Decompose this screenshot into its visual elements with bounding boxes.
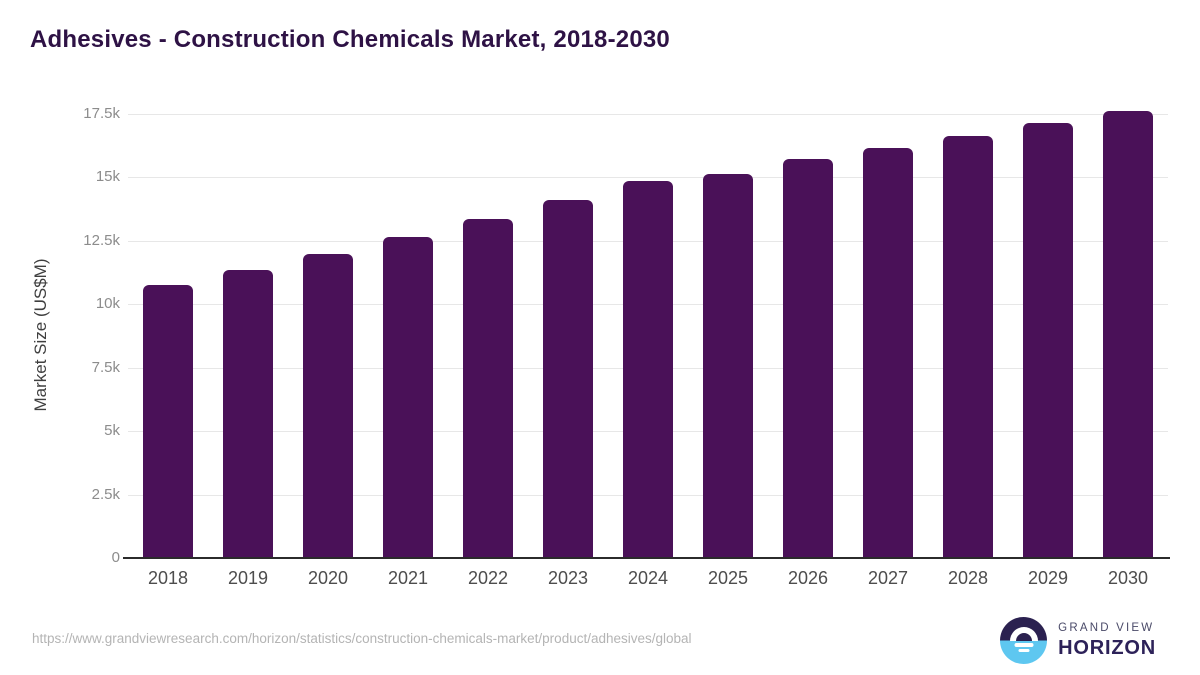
brand-name-horizon: HORIZON: [1058, 636, 1156, 659]
bar-2025[interactable]: [703, 174, 753, 558]
y-tick-label-17.5k: 17.5k: [83, 104, 120, 122]
x-tick-label-2019: 2019: [227, 568, 269, 588]
logo-water-stripe: [1018, 649, 1030, 652]
logo-water-stripe: [1014, 643, 1034, 647]
y-axis-tick-labels: 0 2.5k 5k 7.5k 10k 12.5k 15k 17.5k: [0, 0, 120, 675]
bar-slot-2029: [1008, 0, 1088, 558]
y-tick-label-12.5k: 12.5k: [83, 231, 120, 249]
y-tick-label-10k: 10k: [95, 295, 120, 312]
bar-slot-2019: [208, 0, 288, 558]
gridline-17.5k: [128, 113, 1168, 115]
bar-slot-2028: [928, 0, 1008, 558]
bar-slot-2024: [608, 0, 688, 558]
bar-slot-2027: [848, 0, 928, 558]
bar-slot-2020: [288, 0, 368, 558]
x-tick-label-2025: 2025: [707, 568, 749, 588]
bar-slot-2025: [688, 0, 768, 558]
chart-title: Adhesives - Construction Chemicals Marke…: [30, 26, 670, 53]
bar-slot-2021: [368, 0, 448, 558]
gridline-15k: [128, 177, 1168, 178]
bar-2027[interactable]: [863, 147, 913, 558]
bar-slot-2023: [528, 0, 608, 558]
x-tick-label-2020: 2020: [307, 568, 349, 588]
bar-2026[interactable]: [783, 159, 833, 558]
bar-2020[interactable]: [303, 253, 353, 558]
bar-2023[interactable]: [543, 200, 593, 558]
bar-2029[interactable]: [1023, 123, 1073, 558]
plot-bars: [128, 0, 1168, 558]
x-tick-label-2030: 2030: [1107, 568, 1149, 588]
bar-2021[interactable]: [383, 236, 433, 558]
x-tick-label-2018: 2018: [147, 568, 189, 588]
brand-name-grand-view: GRAND VIEW: [1058, 621, 1155, 634]
x-tick-label-2023: 2023: [547, 568, 589, 588]
x-tick-label-2022: 2022: [467, 568, 509, 588]
x-tick-label-2028: 2028: [947, 568, 989, 588]
x-tick-label-2027: 2027: [867, 568, 909, 588]
bar-slot-2022: [448, 0, 528, 558]
y-tick-label-2.5k: 2.5k: [91, 485, 120, 503]
bar-2018[interactable]: [143, 285, 193, 558]
bar-slot-2018: [128, 0, 208, 558]
x-tick-label-2029: 2029: [1027, 568, 1069, 588]
x-tick-label-2021: 2021: [387, 568, 429, 588]
x-tick-label-2024: 2024: [627, 568, 669, 588]
y-tick-label-7.5k: 7.5k: [91, 358, 120, 376]
x-axis-line: [123, 557, 1170, 559]
horizon-logo-icon: [1000, 617, 1048, 664]
bar-2030[interactable]: [1103, 110, 1153, 558]
source-url: https://www.grandviewresearch.com/horizo…: [32, 631, 692, 646]
bar-slot-2030: [1088, 0, 1168, 558]
bar-2028[interactable]: [943, 135, 993, 558]
brand-logo[interactable]: GRAND VIEW HORIZON: [1000, 617, 1156, 664]
x-tick-label-2026: 2026: [787, 568, 829, 588]
logo-sun-core: [1015, 632, 1032, 641]
bar-2019[interactable]: [223, 270, 273, 558]
y-tick-label-0: 0: [111, 549, 120, 566]
y-tick-label-5k: 5k: [104, 422, 120, 439]
bar-2022[interactable]: [463, 219, 513, 558]
bar-slot-2026: [768, 0, 848, 558]
brand-name: GRAND VIEW HORIZON: [1058, 622, 1156, 660]
y-tick-label-15k: 15k: [95, 168, 120, 185]
bar-2024[interactable]: [623, 181, 673, 558]
x-axis-tick-labels: 2018 2019 2020 2021 2022 2023 2024 2025 2026 2027…: [128, 568, 1168, 589]
